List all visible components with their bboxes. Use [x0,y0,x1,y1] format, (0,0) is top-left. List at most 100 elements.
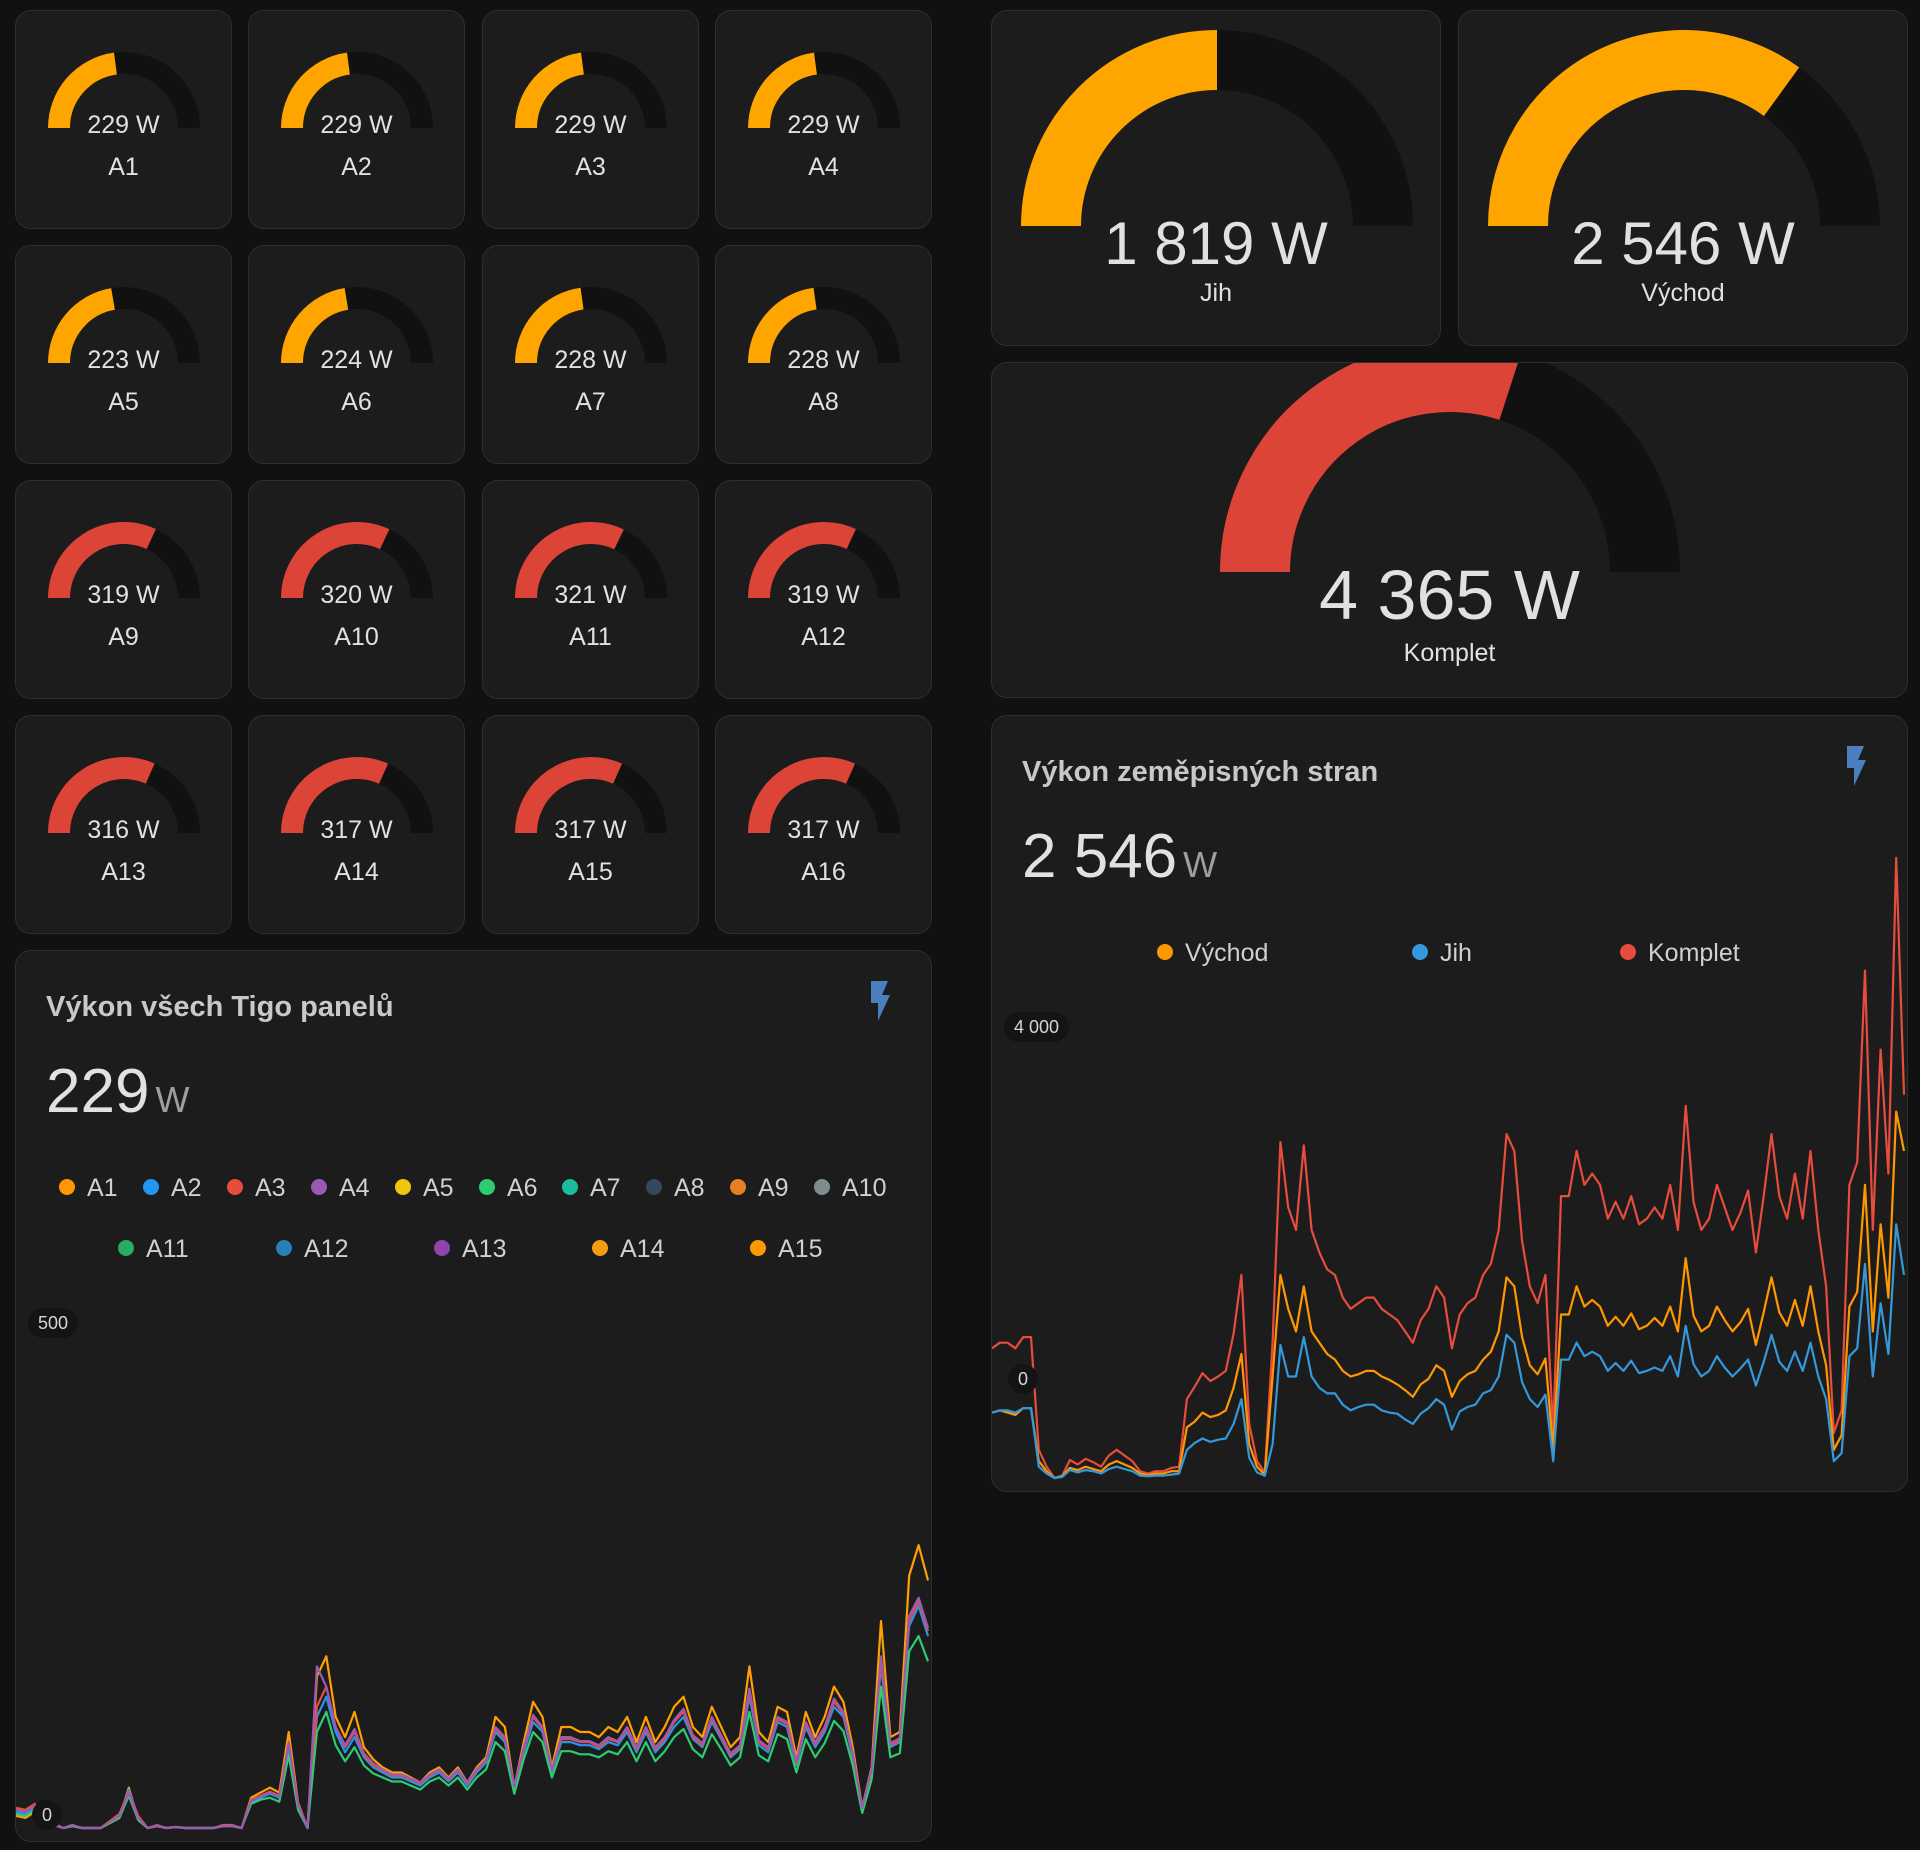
series-line-a1[interactable] [16,1544,930,1830]
gauge-card-a6[interactable]: 224 W A6 [248,245,465,464]
gauge-fill [48,522,156,599]
gauge-card-a1[interactable]: 229 W A1 [15,10,232,229]
legend-item[interactable]: A4 [311,1174,370,1203]
gauge-a1 [48,52,200,129]
gauge-name: A16 [801,858,846,886]
line-chart[interactable] [16,951,932,1842]
series-line-východ[interactable] [992,1110,1906,1480]
legend-item[interactable]: A6 [479,1174,538,1203]
legend-item[interactable]: A12 [276,1235,348,1264]
legend-label: A15 [778,1235,823,1263]
gauge-fill [515,757,623,834]
gauge-card-komplet[interactable]: 4 365 W Komplet [991,362,1908,698]
legend-label: A11 [146,1235,189,1263]
legend-item[interactable]: A10 [814,1174,886,1203]
legend-label: A6 [507,1174,538,1202]
legend-label: A9 [758,1174,789,1202]
legend-color-dot [434,1240,450,1257]
legend-label: A10 [842,1174,887,1202]
series-line-jih[interactable] [992,1223,1906,1480]
gauge-a3 [515,52,667,129]
gauge-value: 321 W [554,581,627,609]
gauge-a11 [515,522,667,599]
gauge-a12 [748,522,900,599]
history-card-tigo[interactable]: Výkon všech Tigo panelů 229 W A1 A2 A3 A4 A5 A… [15,950,932,1842]
legend-color-dot [143,1179,159,1196]
gauge-value: 319 W [787,581,860,609]
legend-item[interactable]: A3 [227,1174,286,1203]
legend-item[interactable]: Komplet [1620,939,1740,968]
gauge-card-vychod[interactable]: 2 546 W Východ [1458,10,1908,346]
card-title: Výkon zeměpisných stran [1022,756,1379,788]
legend-color-dot [814,1179,830,1196]
gauge-name: A5 [108,388,139,416]
legend-label: A1 [87,1174,118,1202]
line-chart[interactable] [992,716,1908,1492]
gauge-fill [1220,363,1518,573]
gauge-name: A6 [341,388,372,416]
legend-color-dot [646,1179,662,1196]
gauge-fill [1021,30,1218,227]
gauge-card-jih[interactable]: 1 819 W Jih [991,10,1441,346]
gauge-card-a4[interactable]: 229 W A4 [715,10,932,229]
legend-color-dot [395,1179,411,1196]
legend-item[interactable]: A2 [143,1174,202,1203]
series-line-a13[interactable] [16,1596,930,1830]
gauge-a5 [48,287,200,364]
gauge-value: 229 W [87,111,160,139]
gauge-card-a8[interactable]: 228 W A8 [715,245,932,464]
gauge-fill [515,287,585,364]
gauge-card-a2[interactable]: 229 W A2 [248,10,465,229]
legend-item[interactable]: A8 [646,1174,705,1203]
gauge-card-a12[interactable]: 319 W A12 [715,480,932,699]
gauge-card-a11[interactable]: 321 W A11 [482,480,699,699]
flash-icon[interactable] [1844,746,1868,786]
gauge-name: Jih [1200,279,1232,307]
legend-item[interactable]: A14 [592,1235,664,1264]
gauge-card-a15[interactable]: 317 W A15 [482,715,699,934]
gauge-a4 [748,52,900,129]
gauge-card-a10[interactable]: 320 W A10 [248,480,465,699]
gauge-card-a9[interactable]: 319 W A9 [15,480,232,699]
current-value-unit: W [1183,844,1218,885]
legend-item[interactable]: A1 [59,1174,118,1203]
legend-item[interactable]: A5 [395,1174,454,1203]
legend-item[interactable]: A9 [730,1174,789,1203]
legend-color-dot [59,1179,75,1196]
gauge-fill [748,522,856,599]
gauge-name: Komplet [1403,639,1496,667]
gauge-card-a3[interactable]: 229 W A3 [482,10,699,229]
legend-item[interactable]: A15 [750,1235,822,1264]
y-axis-top-label: 4 000 [1004,1012,1070,1042]
flash-icon[interactable] [868,981,892,1021]
legend-label: A2 [171,1174,202,1202]
gauge-value: 228 W [554,346,627,374]
gauge-name: A9 [108,623,139,651]
gauge-card-a7[interactable]: 228 W A7 [482,245,699,464]
gauge-fill [748,287,818,364]
legend-item[interactable]: A7 [562,1174,621,1203]
gauge-value: 228 W [787,346,860,374]
gauge-value: 1 819 W [1104,210,1328,277]
gauge-value: 229 W [554,111,627,139]
gauge-card-a13[interactable]: 316 W A13 [15,715,232,934]
gauge-name: A14 [334,858,379,886]
gauge-value: 224 W [320,346,393,374]
series-line-komplet[interactable] [992,856,1906,1480]
gauge-fill [748,757,856,834]
gauge-fill [1488,30,1800,227]
legend-item[interactable]: Východ [1157,939,1268,968]
gauge-a13 [48,757,200,834]
legend-item[interactable]: A13 [434,1235,506,1264]
legend-item[interactable]: A11 [118,1235,189,1264]
gauge-value: 317 W [320,816,393,844]
history-card-geo[interactable]: Výkon zeměpisných stran 2 546 W Východ Jih… [991,715,1908,1492]
gauge-card-a5[interactable]: 223 W A5 [15,245,232,464]
gauge-card-a16[interactable]: 317 W A16 [715,715,932,934]
legend-item[interactable]: Jih [1412,939,1472,968]
series-line-a2[interactable] [16,1604,930,1830]
gauge-name: A15 [568,858,613,886]
series-line-a3[interactable] [16,1599,930,1830]
gauge-card-a14[interactable]: 317 W A14 [248,715,465,934]
gauge-name: A3 [575,153,606,181]
